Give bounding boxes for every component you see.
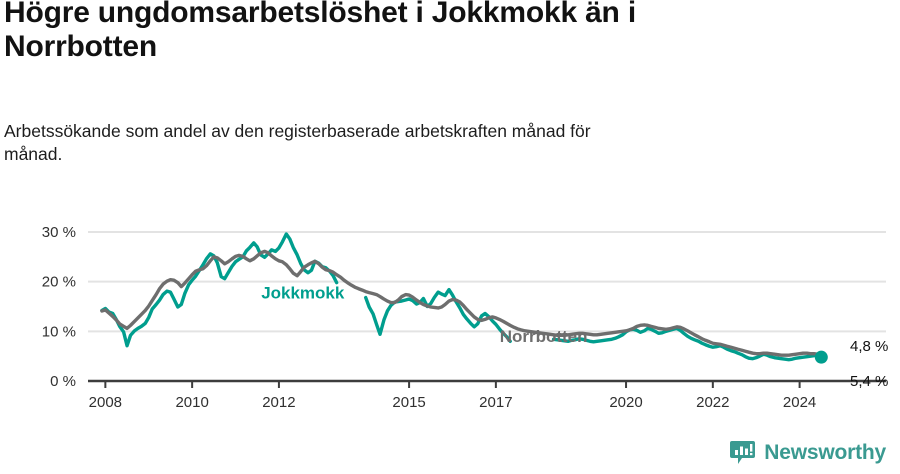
line-chart-svg: 0 % 10 % 20 % 30 % 2008 2010 2012 2015 2017 2020… [42, 224, 889, 410]
series-line-norrbotten [100, 249, 823, 357]
y-axis-tick-label: 20 % [42, 274, 76, 291]
page-title: Högre ungdomsarbetslöshet i Jokkmokk än … [4, 0, 636, 63]
x-axis-tick-label: 2017 [479, 394, 512, 410]
x-axis-tick-label: 2010 [175, 394, 208, 410]
bar-chart-speech-bubble-icon [729, 439, 756, 466]
data-series-end-markers [814, 350, 828, 364]
series-label-jokkmokk: Jokkmokk [261, 284, 345, 303]
end-value-label: 5,4 % [850, 373, 888, 390]
series-line-jokkmokk [364, 287, 512, 343]
x-axis-ticks [104, 381, 801, 388]
y-axis-tick-label: 0 % [50, 373, 76, 390]
x-axis-tick-label: 2012 [262, 394, 295, 410]
chart-subtitle: Arbetssökande som andel av den registerb… [4, 121, 591, 165]
y-axis-tick-label: 10 % [42, 323, 76, 340]
series-label-norrbotten: Norrbotten [500, 327, 588, 346]
series-end-marker-jokkmokk [814, 350, 828, 364]
series-inline-labels: Jokkmokk Norrbotten [261, 284, 587, 346]
chart-plot-area: 0 % 10 % 20 % 30 % 2008 2010 2012 2015 2017 2020… [0, 205, 900, 410]
x-axis-tick-label: 2008 [89, 394, 122, 410]
x-axis-tick-label: 2024 [783, 394, 816, 410]
y-axis-tick-label: 30 % [42, 224, 76, 241]
x-axis-tick-label: 2020 [609, 394, 642, 410]
x-axis-tick-labels: 2008 2010 2012 2015 2017 2020 2022 2024 [89, 394, 817, 410]
footer-branding: Newsworthy [729, 439, 886, 466]
x-axis-tick-label: 2015 [392, 394, 425, 410]
end-value-label: 4,8 % [850, 338, 888, 355]
y-axis-tick-labels: 0 % 10 % 20 % 30 % [42, 224, 76, 390]
data-series-lines [100, 232, 823, 362]
series-line-jokkmokk [551, 326, 823, 362]
brand-name: Newsworthy [764, 440, 886, 464]
series-line-jokkmokk [100, 232, 339, 348]
end-value-labels: 5,4 % 4,8 % [850, 338, 888, 390]
x-axis-tick-label: 2022 [696, 394, 729, 410]
gridlines [88, 231, 886, 333]
